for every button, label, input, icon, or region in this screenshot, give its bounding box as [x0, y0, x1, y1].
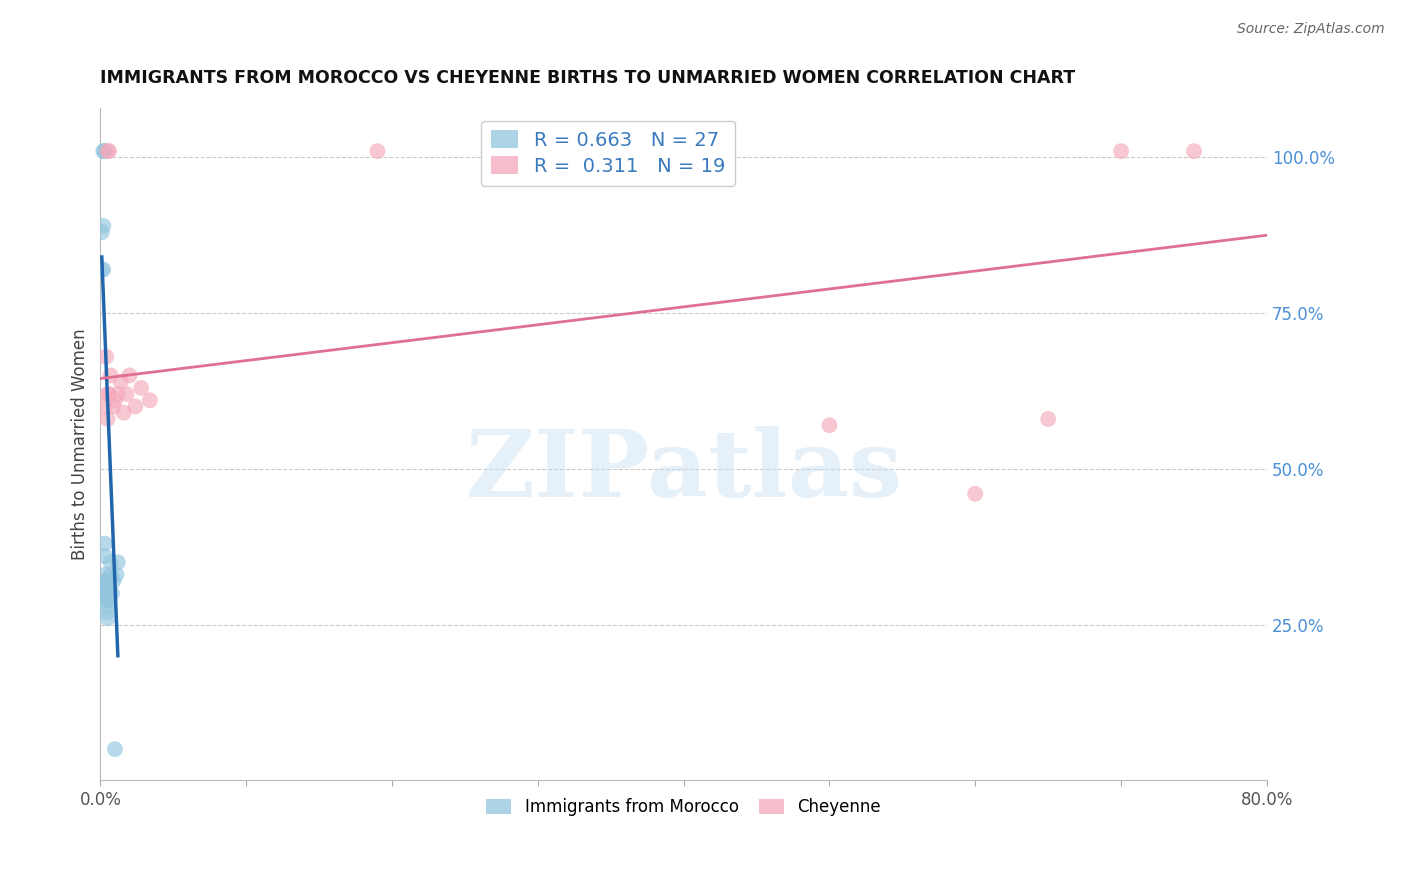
- Point: [97, 605, 120, 619]
- Point: [90, 225, 112, 239]
- Point: [93, 536, 115, 550]
- Point: [97, 580, 120, 594]
- Point: [107, 555, 129, 569]
- Point: [101, 586, 124, 600]
- Point: [97, 387, 120, 401]
- Point: [110, 375, 132, 389]
- Legend: Immigrants from Morocco, Cheyenne: Immigrants from Morocco, Cheyenne: [479, 791, 887, 822]
- Point: [96, 580, 118, 594]
- Point: [97, 586, 120, 600]
- Point: [93, 549, 115, 563]
- Point: [97, 574, 120, 588]
- Point: [93, 400, 115, 414]
- Point: [104, 742, 127, 756]
- Point: [1036, 412, 1059, 426]
- Point: [97, 599, 120, 613]
- Point: [129, 381, 152, 395]
- Point: [104, 393, 127, 408]
- Point: [96, 574, 118, 588]
- Point: [107, 387, 129, 401]
- Text: ZIPatlas: ZIPatlas: [465, 425, 903, 516]
- Point: [100, 555, 122, 569]
- Point: [118, 368, 141, 383]
- Point: [115, 387, 138, 401]
- Point: [98, 144, 121, 158]
- Point: [96, 592, 118, 607]
- Point: [366, 144, 388, 158]
- Y-axis label: Births to Unmarried Women: Births to Unmarried Women: [72, 328, 89, 559]
- Point: [96, 586, 118, 600]
- Point: [91, 144, 114, 158]
- Point: [97, 144, 120, 158]
- Point: [100, 368, 122, 383]
- Point: [93, 567, 115, 582]
- Point: [93, 144, 115, 158]
- Text: IMMIGRANTS FROM MOROCCO VS CHEYENNE BIRTHS TO UNMARRIED WOMEN CORRELATION CHART: IMMIGRANTS FROM MOROCCO VS CHEYENNE BIRT…: [100, 69, 1076, 87]
- Point: [112, 406, 135, 420]
- Point: [98, 580, 121, 594]
- Point: [103, 574, 125, 588]
- Point: [93, 144, 115, 158]
- Point: [97, 611, 120, 625]
- Point: [90, 262, 112, 277]
- Point: [97, 412, 120, 426]
- Point: [91, 219, 114, 233]
- Point: [98, 387, 121, 401]
- Point: [98, 592, 121, 607]
- Point: [96, 350, 118, 364]
- Point: [965, 487, 987, 501]
- Point: [1182, 144, 1205, 158]
- Point: [124, 400, 146, 414]
- Point: [105, 567, 128, 582]
- Text: Source: ZipAtlas.com: Source: ZipAtlas.com: [1237, 22, 1385, 37]
- Point: [818, 418, 841, 433]
- Point: [139, 393, 162, 408]
- Point: [103, 400, 125, 414]
- Point: [1109, 144, 1132, 158]
- Point: [100, 567, 122, 582]
- Point: [91, 262, 114, 277]
- Point: [97, 592, 120, 607]
